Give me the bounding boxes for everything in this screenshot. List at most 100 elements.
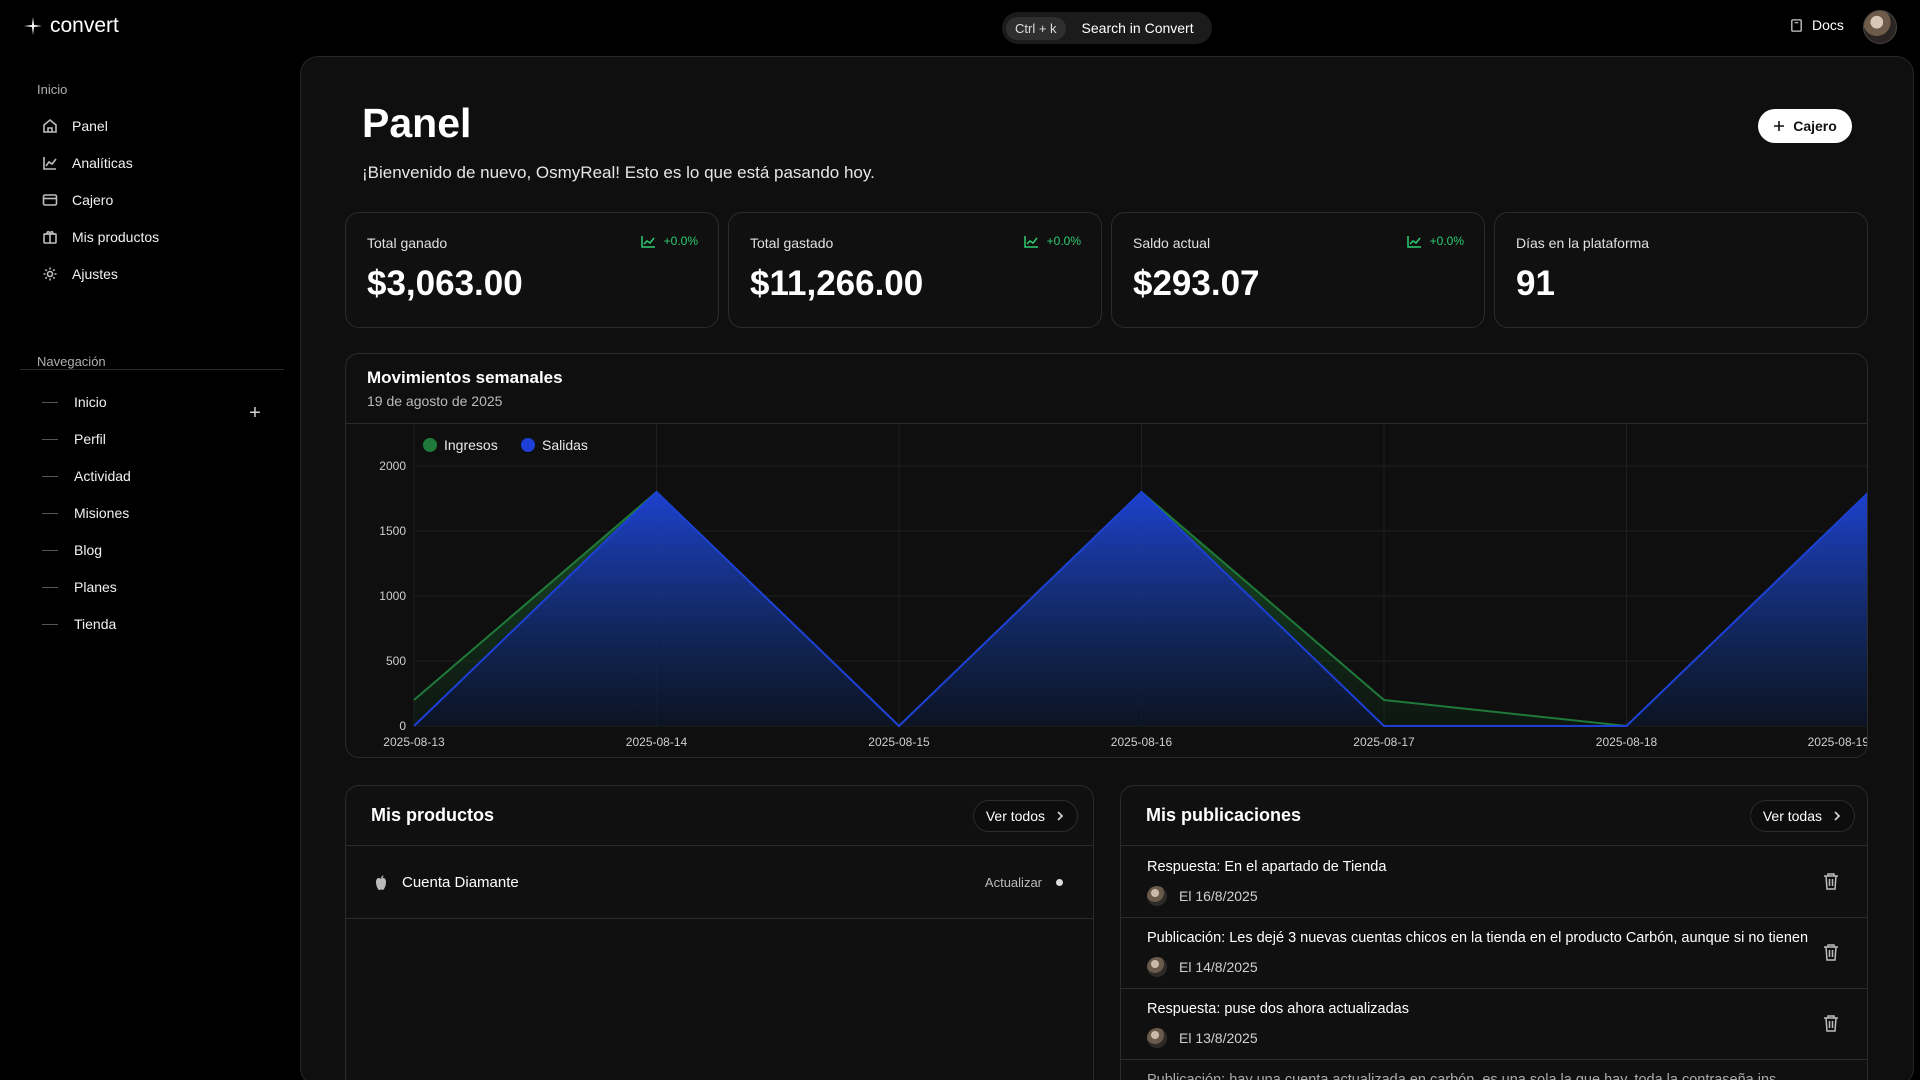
chevron-right-icon	[1834, 811, 1841, 821]
dash-icon	[42, 549, 58, 551]
stat-value: $3,063.00	[367, 264, 523, 303]
chart-icon	[43, 157, 57, 170]
publication-text: Publicación: hay una cuenta actualizada …	[1147, 1072, 1777, 1080]
stat-card-total-ganado: Total ganado +0.0% $3,063.00	[345, 212, 719, 328]
series-area-salidas	[414, 492, 1867, 726]
legend-label[interactable]: Salidas	[542, 437, 588, 453]
sidebar-item-ajustes[interactable]: Ajustes	[42, 262, 118, 286]
nav-item-actividad[interactable]: Actividad	[42, 468, 131, 484]
x-tick-label: 2025-08-16	[1111, 735, 1173, 749]
stat-card-dias-plataforma: Días en la plataforma 91	[1494, 212, 1868, 328]
y-tick-label: 0	[399, 719, 406, 733]
delete-button[interactable]	[1823, 872, 1839, 890]
chart-title: Movimientos semanales	[367, 368, 563, 387]
sidebar-item-mis-productos[interactable]: Mis productos	[42, 225, 159, 249]
products-panel: Mis productos Ver todos Cuenta Diamante …	[345, 785, 1094, 1080]
stat-card-saldo-actual: Saldo actual +0.0% $293.07	[1111, 212, 1485, 328]
nav-item-label: Planes	[74, 579, 117, 595]
view-all-label: Ver todos	[985, 808, 1045, 824]
products-view-all-button[interactable]: Ver todos	[972, 800, 1078, 832]
publications-view-all-button[interactable]: Ver todas	[1749, 800, 1855, 832]
gear-icon	[43, 267, 57, 281]
delete-button[interactable]	[1823, 943, 1839, 961]
y-tick-label: 500	[386, 654, 406, 668]
x-tick-label: 2025-08-19	[1808, 735, 1868, 749]
product-status[interactable]: Actualizar	[985, 875, 1063, 890]
sidebar-item-panel[interactable]: Panel	[42, 114, 108, 138]
x-tick-label: 2025-08-15	[868, 735, 930, 749]
stat-trend-value: +0.0%	[1429, 234, 1464, 248]
stat-value: 91	[1516, 264, 1555, 303]
panel-divider	[346, 845, 1093, 846]
y-tick-label: 1000	[379, 589, 406, 603]
chart-subtitle: 19 de agosto de 2025	[367, 393, 503, 409]
stat-card-total-gastado: Total gastado +0.0% $11,266.00	[728, 212, 1102, 328]
nav-item-tienda[interactable]: Tienda	[42, 616, 116, 632]
sparkle-icon	[24, 17, 42, 35]
publication-text: Respuesta: En el apartado de Tienda	[1147, 859, 1387, 875]
stat-value: $11,266.00	[750, 264, 924, 303]
nav-item-label: Tienda	[74, 616, 117, 632]
sidebar-item-label: Analíticas	[72, 155, 133, 171]
product-row[interactable]: Cuenta Diamante Actualizar	[346, 847, 1093, 920]
publication-row[interactable]: Respuesta: puse dos ahora actualizadas E…	[1121, 988, 1867, 1059]
stat-trend-value: +0.0%	[1046, 234, 1081, 248]
docs-link[interactable]: Docs	[1789, 17, 1844, 33]
publication-meta: El 13/8/2025	[1147, 1028, 1258, 1048]
sidebar-item-analiticas[interactable]: Analíticas	[42, 151, 133, 175]
panel-divider	[346, 918, 1093, 919]
delete-button[interactable]	[1823, 1014, 1839, 1032]
sidebar-section-navegacion: Navegación	[37, 354, 106, 369]
nav-item-misiones[interactable]: Misiones	[42, 505, 129, 521]
panel-divider	[1121, 845, 1867, 846]
chart-divider	[346, 423, 1867, 424]
dash-icon	[42, 512, 58, 514]
legend-label[interactable]: Ingresos	[444, 437, 498, 453]
nav-item-blog[interactable]: Blog	[42, 542, 102, 558]
page-title: Panel	[362, 100, 472, 146]
sidebar-item-label: Ajustes	[72, 266, 118, 282]
trash-icon	[1824, 873, 1838, 890]
search-bar[interactable]: Ctrl + k Search in Convert	[1002, 12, 1212, 44]
publication-row[interactable]: Publicación: hay una cuenta actualizada …	[1121, 1059, 1867, 1080]
sidebar: Inicio Panel Analíticas Cajero Mis produ…	[0, 54, 300, 1080]
chevron-right-icon	[1057, 811, 1064, 821]
sidebar-item-label: Panel	[72, 118, 108, 134]
trash-icon	[1824, 1015, 1838, 1032]
stat-value: $293.07	[1133, 264, 1260, 303]
publication-row[interactable]: Publicación: Les dejé 3 nuevas cuentas c…	[1121, 917, 1867, 988]
dash-icon	[42, 623, 58, 625]
x-tick-label: 2025-08-17	[1353, 735, 1415, 749]
book-icon	[1791, 18, 1802, 32]
stat-trend: +0.0%	[1406, 234, 1464, 248]
publication-text: Respuesta: puse dos ahora actualizadas	[1147, 1001, 1409, 1017]
x-tick-label: 2025-08-14	[626, 735, 688, 749]
weekly-movements-chart: Movimientos semanales 19 de agosto de 20…	[345, 353, 1868, 758]
y-tick-label: 2000	[379, 459, 406, 473]
sidebar-section-inicio: Inicio	[37, 82, 68, 97]
shortcut-hint: Ctrl + k	[1006, 16, 1066, 40]
publication-row[interactable]: Respuesta: En el apartado de Tienda El 1…	[1121, 846, 1867, 917]
nav-item-perfil[interactable]: Perfil	[42, 431, 106, 447]
add-nav-button[interactable]: +	[249, 402, 261, 424]
card-icon	[42, 194, 58, 206]
status-dot	[1056, 879, 1063, 886]
sidebar-item-cajero[interactable]: Cajero	[42, 188, 113, 212]
cajero-button[interactable]: Cajero	[1758, 109, 1852, 143]
package-icon	[43, 230, 57, 244]
nav-item-inicio[interactable]: Inicio	[42, 394, 107, 410]
view-all-label: Ver todas	[1762, 808, 1822, 824]
nav-item-label: Misiones	[74, 505, 130, 521]
chart-canvas: 0 500 1000 1500 2000 2025-08-13 2025-08-14 202…	[379, 424, 1868, 749]
stat-label: Días en la plataforma	[1516, 235, 1650, 251]
legend-swatch	[423, 438, 437, 452]
nav-item-planes[interactable]: Planes	[42, 579, 117, 595]
brand-logo[interactable]: convert	[24, 14, 119, 38]
dash-icon	[42, 475, 58, 477]
series-line-salidas	[413, 490, 1867, 728]
user-avatar[interactable]	[1863, 10, 1897, 44]
apple-icon	[376, 875, 386, 890]
x-tick-label: 2025-08-13	[383, 735, 445, 749]
dash-icon	[42, 401, 58, 403]
trend-up-icon	[1023, 235, 1038, 248]
